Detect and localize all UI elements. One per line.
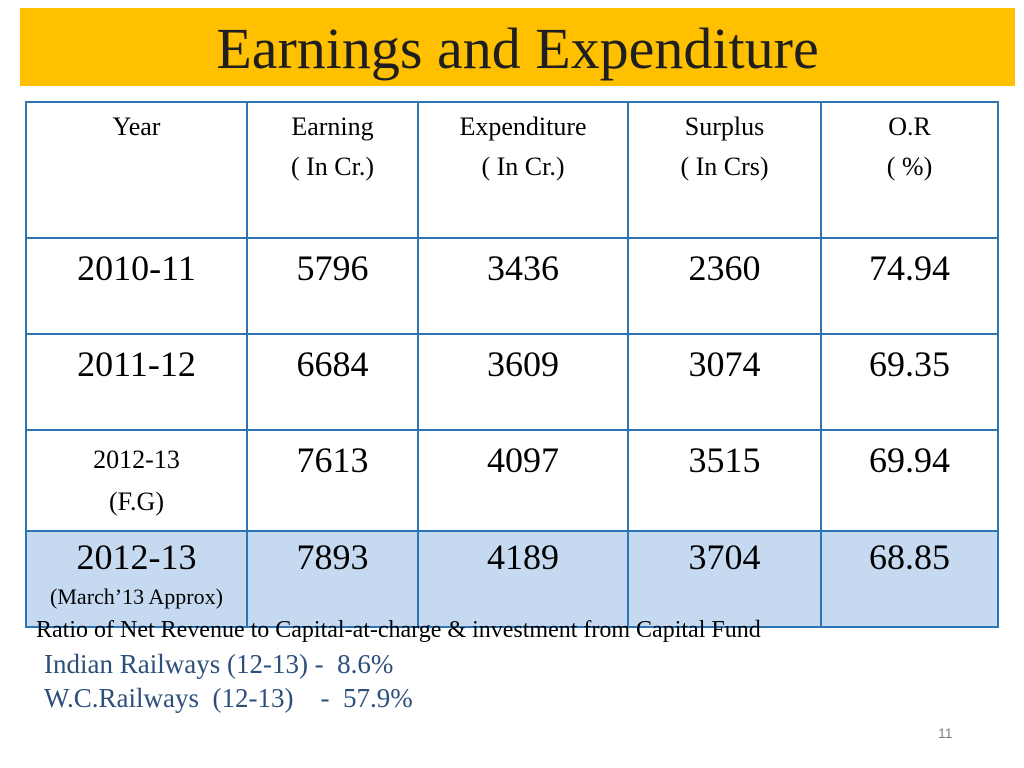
header-year-label: Year xyxy=(112,112,161,141)
slide-number: 11 xyxy=(938,725,953,741)
cell-year-value: 2012-13 xyxy=(93,445,180,474)
header-earning: Earning ( In Cr.) xyxy=(246,101,419,239)
cell-year-note: (F.G) xyxy=(109,487,164,516)
cell-or: 68.85 xyxy=(820,530,999,628)
cell-expenditure: 4189 xyxy=(417,530,629,628)
header-surplus-unit: ( In Crs) xyxy=(680,152,769,181)
header-surplus-label: Surplus xyxy=(684,112,765,141)
cell-year: 2011-12 xyxy=(25,333,248,431)
header-or-unit: ( %) xyxy=(886,152,933,181)
table-row-highlighted: 2012-13 (March’13 Approx) 7893 4189 3704… xyxy=(25,530,999,628)
cell-year-note: (March’13 Approx) xyxy=(50,584,223,609)
ratio-indian-railways: Indian Railways (12-13) - 8.6% xyxy=(44,649,394,679)
header-expenditure-unit: ( In Cr.) xyxy=(481,152,565,181)
cell-surplus: 2360 xyxy=(627,237,822,335)
cell-year: 2012-13 (March’13 Approx) xyxy=(25,530,248,628)
header-expenditure: Expenditure ( In Cr.) xyxy=(417,101,629,239)
table-header-row: Year Earning ( In Cr.) Expenditure ( In … xyxy=(25,101,999,239)
cell-earning: 6684 xyxy=(246,333,419,431)
ratio-wc-railways: W.C.Railways (12-13) - 57.9% xyxy=(44,683,413,713)
cell-earning: 7893 xyxy=(246,530,419,628)
cell-earning: 7613 xyxy=(246,429,419,532)
cell-or: 69.35 xyxy=(820,333,999,431)
cell-earning: 5796 xyxy=(246,237,419,335)
cell-surplus: 3074 xyxy=(627,333,822,431)
header-year: Year xyxy=(25,101,248,239)
header-or-label: O.R xyxy=(888,112,931,141)
cell-year-value: 2012-13 xyxy=(76,537,197,577)
cell-year: 2012-13 (F.G) xyxy=(25,429,248,532)
cell-year: 2010-11 xyxy=(25,237,248,335)
header-surplus: Surplus ( In Crs) xyxy=(627,101,822,239)
cell-or: 74.94 xyxy=(820,237,999,335)
title-bar: Earnings and Expenditure xyxy=(20,8,1015,86)
table-row: 2011-12 6684 3609 3074 69.35 xyxy=(25,333,999,431)
cell-surplus: 3704 xyxy=(627,530,822,628)
header-earning-unit: ( In Cr.) xyxy=(290,152,375,181)
cell-or: 69.94 xyxy=(820,429,999,532)
header-or: O.R ( %) xyxy=(820,101,999,239)
header-expenditure-label: Expenditure xyxy=(459,112,587,141)
header-earning-label: Earning xyxy=(291,112,374,141)
slide-title: Earnings and Expenditure xyxy=(216,16,819,81)
earnings-table: Year Earning ( In Cr.) Expenditure ( In … xyxy=(25,101,999,628)
cell-expenditure: 3436 xyxy=(417,237,629,335)
cell-expenditure: 4097 xyxy=(417,429,629,532)
ratio-heading: Ratio of Net Revenue to Capital-at-charg… xyxy=(36,617,761,643)
table-row: 2012-13 (F.G) 7613 4097 3515 69.94 xyxy=(25,429,999,532)
cell-expenditure: 3609 xyxy=(417,333,629,431)
cell-surplus: 3515 xyxy=(627,429,822,532)
table-row: 2010-11 5796 3436 2360 74.94 xyxy=(25,237,999,335)
